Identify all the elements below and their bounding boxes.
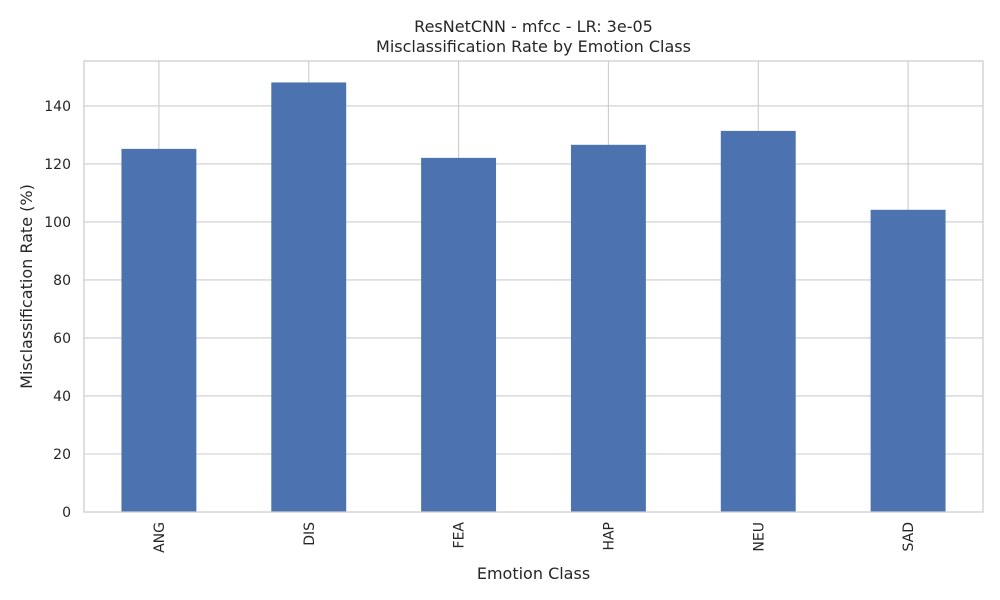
plot-frame: [83, 60, 984, 513]
y-tick-label: 20: [53, 447, 71, 463]
chart-title: ResNetCNN - mfcc - LR: 3e-05: [414, 17, 653, 36]
grid: [84, 61, 983, 513]
bars: [121, 82, 946, 513]
y-axis-label: Misclassification Rate (%): [17, 184, 36, 389]
y-tick-label: 140: [44, 99, 71, 115]
bar-sad: [870, 209, 946, 512]
bar-fea: [421, 157, 497, 513]
y-tick-label: 100: [44, 215, 71, 231]
x-axis-label: Emotion Class: [477, 564, 590, 583]
y-tick-label: 0: [62, 505, 71, 521]
y-tick-label: 40: [53, 389, 71, 405]
x-tick-label-sad: SAD: [901, 522, 917, 552]
x-tick-label-neu: NEU: [751, 522, 767, 552]
bar-hap: [570, 144, 646, 513]
y-tick-label: 80: [53, 273, 71, 289]
x-tick-label-ang: ANG: [152, 522, 168, 553]
x-tick-label-hap: HAP: [601, 522, 617, 551]
tick-labels: 0 20 40 60 80 100 120 140 ANG DIS FEA HAP NEU SAD: [44, 99, 917, 553]
y-tick-label: 60: [53, 331, 71, 347]
y-tick-label: 120: [44, 157, 71, 173]
bar-neu: [720, 130, 796, 512]
chart-subtitle: Misclassification Rate by Emotion Class: [376, 37, 691, 56]
bar-ang: [121, 148, 197, 512]
x-tick-label-dis: DIS: [302, 522, 318, 546]
bar-dis: [271, 82, 347, 513]
x-tick-label-fea: FEA: [452, 522, 468, 549]
